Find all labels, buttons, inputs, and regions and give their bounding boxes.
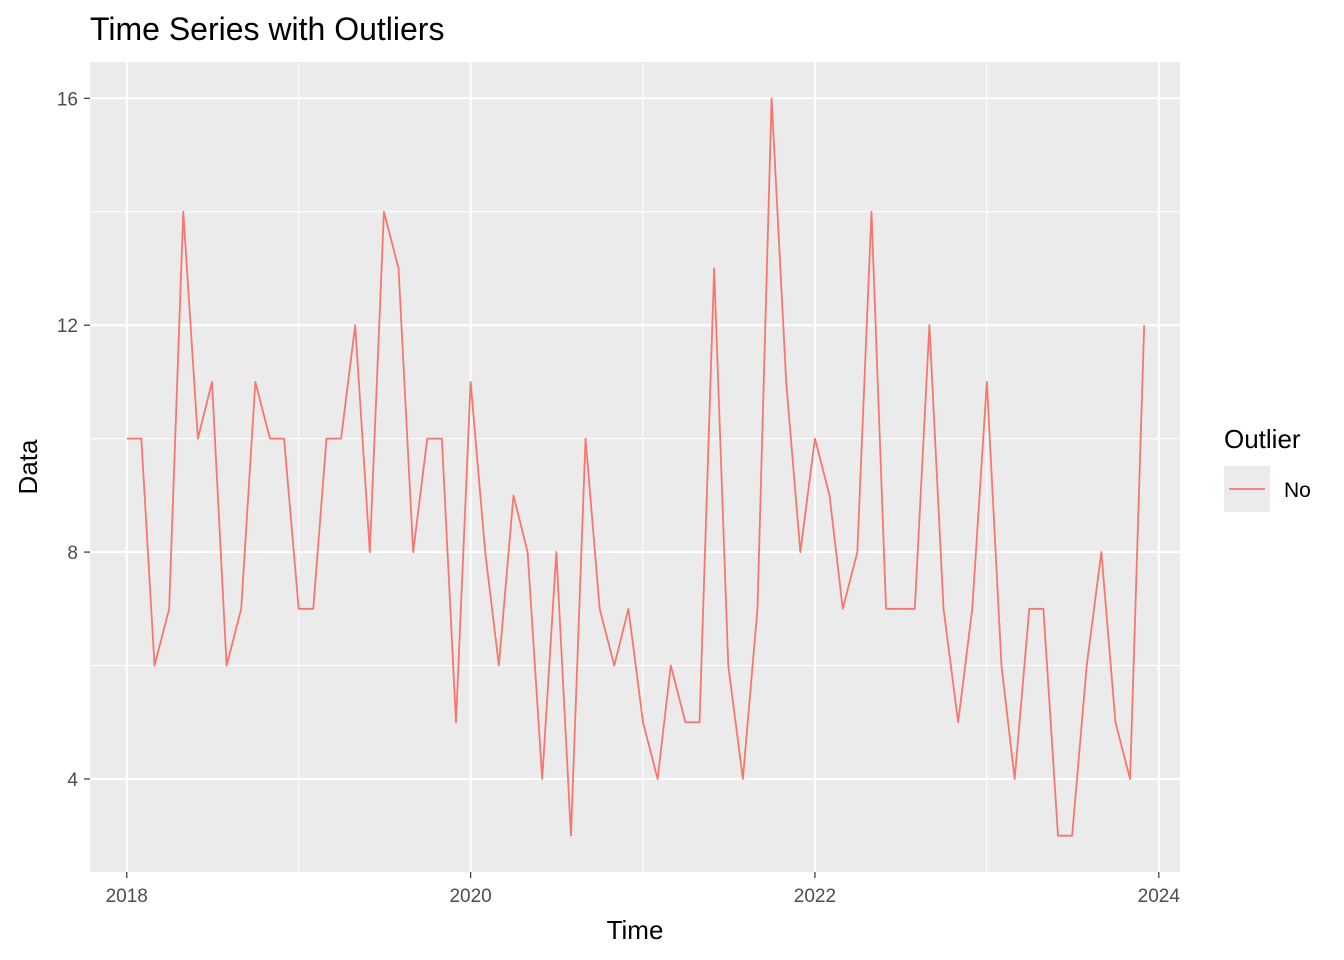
y-axis: 4 8 12 16 <box>57 89 90 791</box>
y-axis-title: Data <box>13 439 43 494</box>
legend: Outlier No <box>1224 424 1311 512</box>
x-tick-label: 2018 <box>106 886 148 907</box>
y-tick-label: 16 <box>57 89 78 110</box>
legend-label: No <box>1284 479 1311 502</box>
y-tick-label: 4 <box>67 770 78 791</box>
x-axis-title: Time <box>607 915 664 945</box>
major-gridlines <box>90 62 1180 872</box>
x-axis: 2018 2020 2022 2024 <box>106 872 1181 907</box>
x-tick-label: 2024 <box>1138 886 1181 907</box>
plot-panel <box>90 62 1180 872</box>
legend-title: Outlier <box>1224 424 1301 454</box>
chart-title: Time Series with Outliers <box>90 11 444 47</box>
series-layer <box>126 97 1146 837</box>
x-tick-label: 2020 <box>449 886 491 907</box>
x-tick-label: 2022 <box>794 886 836 907</box>
y-tick-label: 8 <box>67 543 78 564</box>
y-tick-label: 12 <box>57 316 78 337</box>
series-line <box>126 97 1146 837</box>
